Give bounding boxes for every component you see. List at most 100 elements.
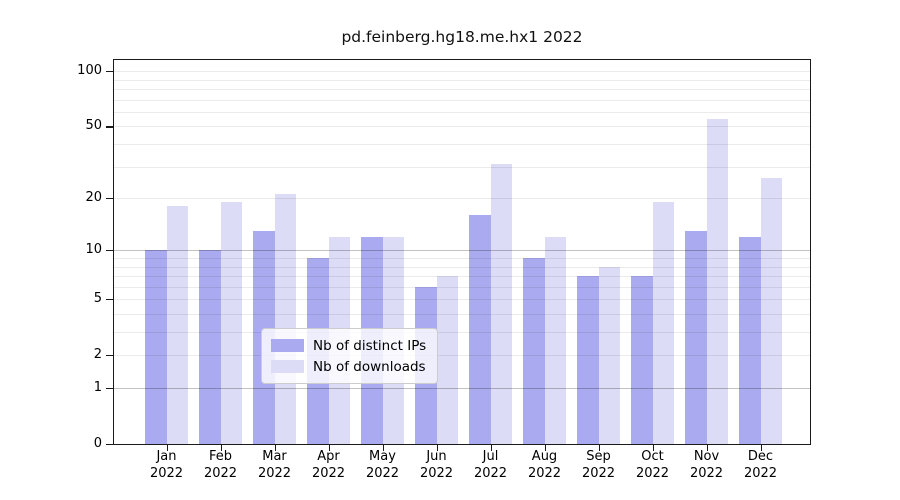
x-tick-label-jan: Jan 2022 bbox=[135, 449, 199, 482]
x-label-year: 2022 bbox=[419, 465, 454, 481]
bar-downloads-jan bbox=[166, 206, 188, 445]
y-tick-label-100: 100 bbox=[77, 63, 102, 79]
y-tick-label-2: 2 bbox=[93, 347, 102, 363]
bar-downloads-feb bbox=[220, 202, 242, 445]
x-tick-dec bbox=[760, 445, 762, 451]
x-tick-label-nov: Nov 2022 bbox=[675, 449, 739, 482]
y-tick-0 bbox=[106, 444, 113, 446]
y-tick-100 bbox=[106, 71, 113, 73]
gridline-minor-30 bbox=[113, 166, 811, 168]
x-label-month: Nov bbox=[693, 449, 720, 464]
x-label-month: Dec bbox=[747, 449, 774, 464]
y-tick-2 bbox=[106, 355, 113, 357]
x-tick-feb bbox=[220, 445, 222, 451]
legend-swatch-downloads bbox=[271, 360, 304, 373]
gridline-minor-3 bbox=[113, 332, 811, 334]
y-tick-50 bbox=[106, 126, 113, 128]
x-label-year: 2022 bbox=[203, 465, 238, 481]
gridline-minor-20 bbox=[113, 198, 811, 200]
bar-downloads-sep bbox=[598, 266, 620, 445]
y-tick-label-20: 20 bbox=[85, 190, 102, 206]
legend-item-distinct-ips: Nb of distinct IPs bbox=[271, 335, 426, 356]
x-label-month: May bbox=[369, 449, 396, 464]
x-label-month: Jul bbox=[482, 449, 499, 464]
x-label-year: 2022 bbox=[527, 465, 562, 481]
x-tick-apr bbox=[328, 445, 330, 451]
x-tick-jul bbox=[490, 445, 492, 451]
y-tick-label-5: 5 bbox=[93, 291, 102, 307]
legend: Nb of distinct IPs Nb of downloads bbox=[261, 328, 439, 384]
gridline-major-1 bbox=[113, 388, 811, 389]
x-label-year: 2022 bbox=[473, 465, 508, 481]
x-label-year: 2022 bbox=[689, 465, 724, 481]
bar-downloads-jun bbox=[436, 276, 458, 445]
x-label-year: 2022 bbox=[149, 465, 184, 481]
bar-distinct-ips-dec bbox=[739, 236, 761, 445]
y-tick-1 bbox=[106, 388, 113, 390]
x-tick-label-apr: Apr 2022 bbox=[297, 449, 361, 482]
gridline-minor-5 bbox=[113, 299, 811, 301]
gridline-minor-9 bbox=[113, 258, 811, 259]
x-tick-mar bbox=[274, 445, 276, 451]
bar-distinct-ips-aug bbox=[523, 258, 545, 445]
bar-distinct-ips-jan bbox=[145, 250, 167, 445]
gridline-minor-2 bbox=[113, 355, 811, 357]
y-tick-label-1: 1 bbox=[93, 380, 102, 395]
x-label-month: Oct bbox=[641, 449, 664, 464]
legend-label-downloads: Nb of downloads bbox=[313, 358, 426, 375]
y-tick-5 bbox=[106, 299, 113, 301]
bar-distinct-ips-nov bbox=[685, 230, 707, 445]
y-tick-10 bbox=[106, 250, 113, 252]
x-tick-jan bbox=[166, 445, 168, 451]
x-tick-label-oct: Oct 2022 bbox=[621, 449, 685, 482]
legend-item-downloads: Nb of downloads bbox=[271, 356, 426, 377]
x-label-month: Aug bbox=[531, 449, 558, 464]
x-label-year: 2022 bbox=[581, 465, 616, 481]
y-tick-label-0: 0 bbox=[93, 436, 102, 451]
x-label-month: Feb bbox=[208, 449, 233, 464]
x-label-year: 2022 bbox=[743, 465, 778, 481]
bar-distinct-ips-jul bbox=[469, 215, 491, 445]
gridline-minor-50 bbox=[113, 126, 811, 128]
x-tick-label-dec: Dec 2022 bbox=[729, 449, 793, 482]
x-label-month: Sep bbox=[586, 449, 611, 464]
gridline-major-10 bbox=[113, 250, 811, 252]
plot-area bbox=[113, 59, 811, 445]
bar-distinct-ips-sep bbox=[577, 276, 599, 445]
bar-downloads-oct bbox=[652, 202, 674, 445]
x-tick-oct bbox=[652, 445, 654, 451]
x-tick-jun bbox=[436, 445, 438, 451]
legend-swatch-distinct-ips bbox=[271, 339, 304, 352]
y-tick-label-50: 50 bbox=[85, 118, 102, 134]
bar-downloads-dec bbox=[760, 177, 782, 445]
gridline-minor-40 bbox=[113, 144, 811, 146]
x-tick-label-jul: Jul 2022 bbox=[459, 449, 523, 482]
bar-downloads-mar bbox=[274, 194, 296, 445]
gridline-minor-7 bbox=[113, 276, 811, 278]
y-tick-label-10: 10 bbox=[85, 242, 102, 258]
bar-distinct-ips-feb bbox=[199, 250, 221, 445]
x-label-year: 2022 bbox=[311, 465, 346, 481]
x-tick-label-jun: Jun 2022 bbox=[405, 449, 469, 482]
x-tick-label-aug: Aug 2022 bbox=[513, 449, 577, 482]
gridline-minor-100 bbox=[113, 71, 811, 73]
bar-downloads-aug bbox=[544, 236, 566, 445]
bar-distinct-ips-oct bbox=[631, 276, 653, 445]
y-tick-20 bbox=[106, 198, 113, 200]
x-tick-nov bbox=[706, 445, 708, 451]
gridline-minor-6 bbox=[113, 286, 811, 288]
x-tick-label-sep: Sep 2022 bbox=[567, 449, 631, 482]
x-tick-may bbox=[382, 445, 384, 451]
x-tick-label-may: May 2022 bbox=[351, 449, 415, 482]
x-label-year: 2022 bbox=[365, 465, 400, 481]
x-label-month: Apr bbox=[317, 449, 340, 464]
gridline-minor-8 bbox=[113, 266, 811, 268]
gridline-minor-4 bbox=[113, 313, 811, 315]
x-label-month: Jan bbox=[156, 449, 177, 464]
gridline-minor-60 bbox=[113, 111, 811, 113]
legend-label-distinct-ips: Nb of distinct IPs bbox=[313, 337, 427, 354]
bar-downloads-nov bbox=[706, 118, 728, 445]
x-label-year: 2022 bbox=[635, 465, 670, 481]
gridline-minor-70 bbox=[113, 99, 811, 101]
